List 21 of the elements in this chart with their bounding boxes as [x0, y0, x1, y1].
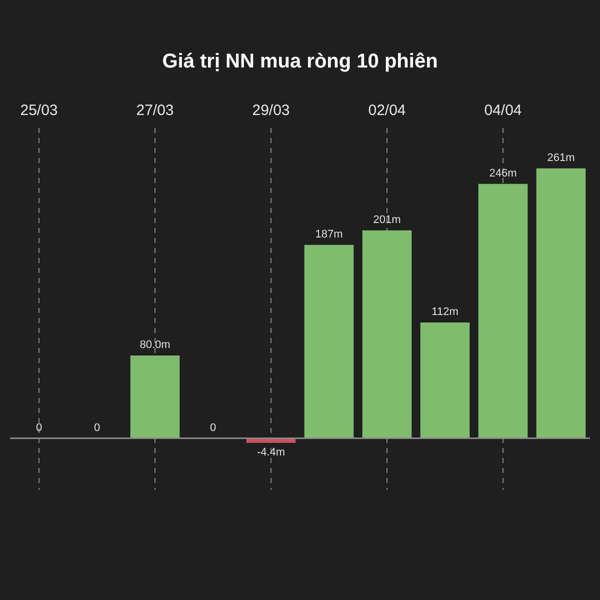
- bar: [478, 184, 528, 438]
- bar: [536, 168, 586, 438]
- x-tick-label: 29/03: [252, 102, 290, 120]
- bar: [420, 322, 470, 438]
- bar: [362, 230, 412, 438]
- data-label: 246m: [489, 167, 517, 180]
- bar: [304, 244, 354, 438]
- chart-title: Giá trị NN mua ròng 10 phiên: [162, 50, 438, 73]
- x-tick-label: 27/03: [136, 102, 174, 120]
- data-label: 187m: [315, 228, 343, 240]
- data-label: 0: [36, 422, 42, 434]
- x-tick-label: 25/03: [20, 102, 58, 120]
- data-label: -4.4m: [256, 446, 286, 458]
- data-label: 0: [94, 422, 100, 434]
- x-tick-label: 02/04: [368, 102, 406, 120]
- data-label: 261m: [547, 152, 575, 164]
- bar: [130, 356, 180, 438]
- x-tick-label: 04/04: [484, 102, 522, 120]
- data-label: 80.0m: [140, 339, 170, 352]
- data-label: 0: [210, 422, 216, 434]
- data-label: 112m: [432, 306, 458, 318]
